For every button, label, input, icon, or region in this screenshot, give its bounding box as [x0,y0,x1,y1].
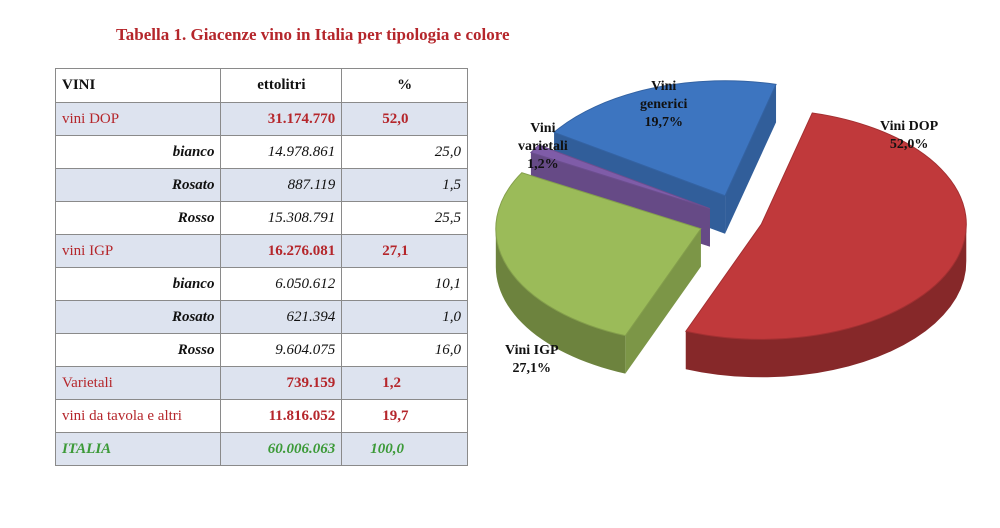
table-row: Rosso 9.604.075 16,0 [54,333,468,367]
row-label: vini DOP [54,102,222,136]
pie-label-dop: Vini DOP 52,0% [880,118,938,154]
pie-label-name2: varietali [518,139,568,154]
pie-label-name: Vini [651,79,677,94]
pie-label-igp: Vini IGP 27,1% [505,342,559,378]
row-ettolitri: 11.816.052 [220,399,343,433]
row-percent: 16,0 [341,333,468,367]
pie-label-name2: generici [640,97,688,112]
row-label: ITALIA [54,432,222,466]
table-row: vini da tavola e altri 11.816.052 19,7 [54,399,468,433]
pie-label-generici: Vini generici 19,7% [640,78,687,132]
row-ettolitri: 9.604.075 [220,333,343,367]
row-percent: 1,0 [341,300,468,334]
row-label: vini da tavola e altri [54,399,222,433]
table-header-row: VINI ettolitri % [54,68,468,103]
row-percent: 27,1 [341,234,468,268]
row-percent: 10,1 [341,267,468,301]
row-ettolitri: 739.159 [220,366,343,400]
pie-label-name: Vini [530,121,556,136]
pie-label-value: 27,1% [512,361,552,376]
pie-slice-generici-face-end [725,84,777,234]
pie-slice-igp-face-start [625,228,701,374]
pie-slice-igp [495,172,702,337]
giacenze-table: VINI ettolitri % vini DOP 31.174.770 52,… [54,68,468,466]
pie-label-varietali: Vini varietali 1,2% [518,120,568,174]
row-percent: 25,5 [341,201,468,235]
pie-label-value: 52,0% [889,137,929,152]
table-row: Varietali 739.159 1,2 [54,366,468,400]
row-label: Varietali [54,366,222,400]
pie-label-name: Vini IGP [505,343,559,358]
pie-slice-dop-wall [685,222,967,378]
row-percent: 1,5 [341,168,468,202]
row-ettolitri: 621.394 [220,300,343,334]
row-label: Rosso [54,333,222,367]
pie-label-value: 1,2% [527,157,559,172]
row-label: Rosato [54,300,222,334]
row-ettolitri: 60.006.063 [220,432,343,466]
pie-slice-dop [684,112,967,340]
row-percent: 52,0 [341,102,468,136]
row-percent: 100,0 [341,432,468,466]
table-row: Rosato 887.119 1,5 [54,168,468,202]
row-ettolitri: 15.308.791 [220,201,343,235]
header-ettolitri: ettolitri [220,68,343,103]
pie-chart [495,80,967,378]
row-ettolitri: 6.050.612 [220,267,343,301]
row-percent: 1,2 [341,366,468,400]
pie-label-value: 19,7% [644,115,683,130]
header-vini: VINI [54,68,222,103]
row-label: Rosso [54,201,222,235]
row-ettolitri: 16.276.081 [220,234,343,268]
row-ettolitri: 887.119 [220,168,343,202]
table-row: Rosato 621.394 1,0 [54,300,468,334]
row-label: vini IGP [54,234,222,268]
pie-slice-generici [553,80,777,197]
header-percent: % [341,68,468,103]
row-ettolitri: 14.978.861 [220,135,343,169]
table-row: vini DOP 31.174.770 52,0 [54,102,468,136]
table-row: vini IGP 16.276.081 27,1 [54,234,468,268]
row-ettolitri: 31.174.770 [220,102,343,136]
table-row: bianco 14.978.861 25,0 [54,135,468,169]
table-row: Rosso 15.308.791 25,5 [54,201,468,235]
pie-label-name: Vini DOP [880,119,939,134]
row-percent: 19,7 [341,399,468,433]
pie-slice-igp-wall [495,228,626,374]
table-title: Tabella 1. Giacenze vino in Italia per t… [116,25,510,44]
table-row-total: ITALIA 60.006.063 100,0 [54,432,468,466]
row-label: bianco [54,267,222,301]
row-percent: 25,0 [341,135,468,169]
pie-slice-varietali [529,144,711,210]
row-label: bianco [54,135,222,169]
row-label: Rosato [54,168,222,202]
table-row: bianco 6.050.612 10,1 [54,267,468,301]
